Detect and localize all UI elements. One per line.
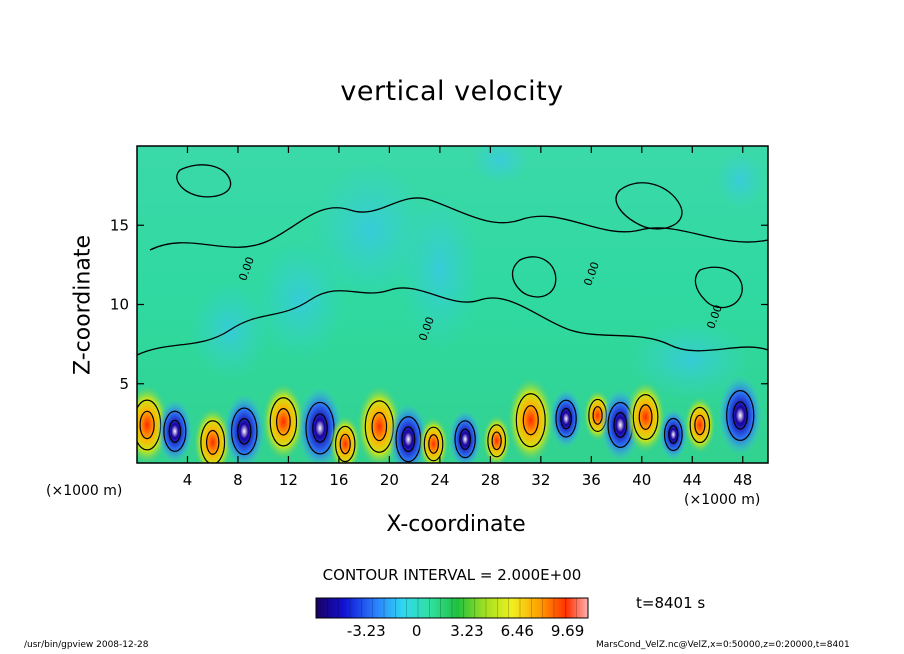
x-tick-label-0: 4 (183, 471, 193, 489)
cell-contour-inner-12 (522, 405, 539, 436)
velocity-cell-2 (193, 407, 232, 463)
cell-contour-1 (163, 410, 187, 452)
colorbar: -3.23 0 3.23 6.46 9.69 (315, 597, 589, 640)
colorbar-tick-label-0: -3.23 (347, 622, 386, 640)
cell-contour-17 (663, 417, 683, 452)
cell-contour-inner-6 (339, 433, 351, 455)
cell-contour-12 (515, 393, 546, 448)
axis-layer: 4 8 12 16 20 24 28 32 36 40 44 48510150.000.000.000… (110, 146, 768, 489)
cell-contour-inner-11 (491, 431, 502, 451)
x-tick-label-5: 24 (430, 471, 449, 489)
cell-contour-inner-0 (139, 410, 155, 440)
colorbar-tick-label-3: 6.46 (501, 622, 534, 640)
cell-contour-2 (200, 420, 226, 463)
cell-contour-11 (487, 424, 507, 458)
y-tick-label-2: 15 (110, 216, 129, 234)
x-tick-label-1: 8 (233, 471, 243, 489)
cell-contour-inner-5 (312, 413, 328, 443)
cell-contour-inner-2 (206, 429, 220, 455)
cell-contour-inner-19 (732, 401, 748, 430)
x-tick-label-7: 32 (531, 471, 550, 489)
cell-contour-18 (689, 406, 711, 444)
cell-contour-9 (423, 426, 444, 462)
colorbar-tick-label-2: 3.23 (450, 622, 483, 640)
cells-layer (137, 375, 763, 463)
velocity-cell-16 (625, 380, 666, 454)
velocity-cell-19 (718, 375, 763, 456)
x-tick-label-11: 48 (733, 471, 752, 489)
x-tick-label-6: 28 (481, 471, 500, 489)
colorbar-tick-label-1: 0 (412, 622, 422, 640)
cell-contour-inner-17 (668, 425, 679, 444)
velocity-cell-3 (223, 393, 265, 463)
velocity-cell-4 (262, 382, 305, 461)
x-tick-label-2: 12 (279, 471, 298, 489)
x-tick-label-8: 36 (582, 471, 601, 489)
contour-interval-label: CONTOUR INTERVAL = 2.000E+00 (322, 566, 582, 584)
cell-contour-inner-3 (237, 417, 252, 445)
velocity-cell-6 (329, 415, 361, 463)
x-tick-label-10: 44 (683, 471, 702, 489)
footer-left: /usr/bin/gpview 2008-12-28 (24, 640, 149, 650)
cell-contour-19 (726, 389, 755, 441)
cell-contour-4 (269, 397, 298, 447)
x-axis-label: X-coordinate (386, 512, 526, 537)
cell-contour-13 (555, 399, 577, 438)
cell-contour-inner-8 (401, 426, 416, 453)
footer-right: MarsCond_VelZ.nc@VelZ,x=0:50000,z=0:2000… (596, 640, 850, 650)
cell-contour-inner-10 (459, 428, 471, 450)
cell-contour-inner-4 (276, 407, 291, 436)
cell-contour-3 (230, 407, 258, 456)
velocity-cell-1 (157, 399, 193, 463)
x-tick-label-3: 16 (329, 471, 348, 489)
cell-contour-6 (334, 425, 356, 463)
x-unit-left: (×1000 m) (46, 483, 123, 499)
cell-contour-inner-13 (560, 407, 572, 430)
x-tick-label-4: 20 (380, 471, 399, 489)
velocity-cell-11 (482, 415, 511, 463)
y-tick-label-1: 10 (110, 296, 129, 314)
cell-contour-inner-16 (638, 404, 653, 430)
chart-title: vertical velocity (340, 76, 564, 107)
velocity-cell-13 (549, 388, 583, 449)
cell-contour-inner-1 (168, 419, 182, 443)
cell-contour-16 (632, 393, 659, 441)
cell-contour-inner-9 (428, 434, 439, 454)
y-tick-label-0: 5 (119, 375, 129, 393)
velocity-cell-10 (448, 409, 482, 463)
velocity-cell-9 (418, 416, 449, 463)
cell-contour-inner-18 (694, 414, 706, 436)
cell-contour-10 (454, 420, 476, 459)
colorbar-tick-label-4: 9.69 (551, 622, 584, 640)
cell-contour-inner-7 (371, 411, 388, 442)
x-unit-right: (×1000 m) (684, 492, 761, 508)
velocity-cell-18 (684, 396, 716, 454)
time-label: t=8401 s (636, 594, 706, 612)
contour-lines (137, 164, 768, 356)
velocity-cell-8 (388, 403, 429, 463)
velocity-cell-12 (507, 377, 555, 463)
velocity-cell-17 (659, 408, 688, 461)
x-tick-label-9: 40 (632, 471, 651, 489)
